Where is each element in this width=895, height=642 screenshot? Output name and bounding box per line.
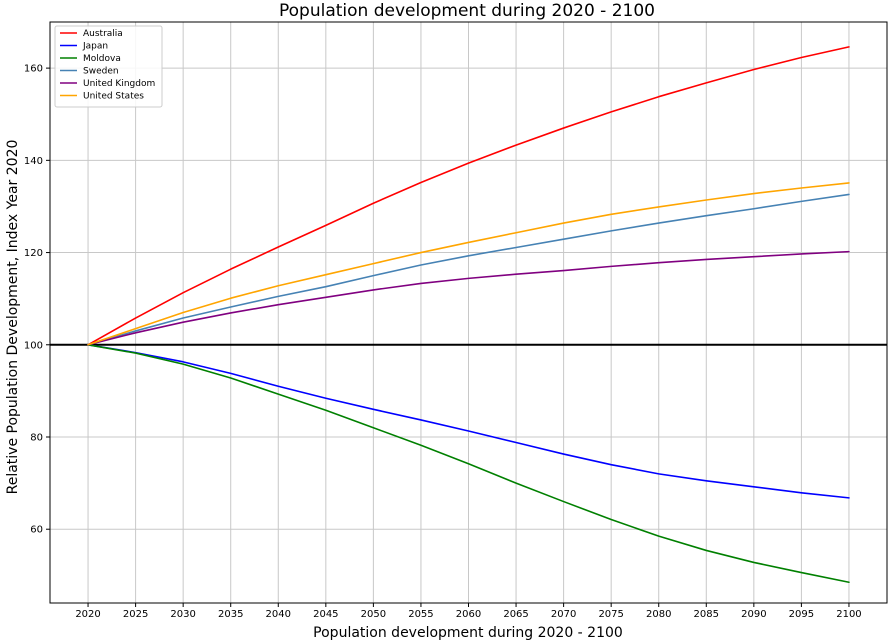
x-tick-label: 2020 xyxy=(75,609,100,620)
series-line-united-kingdom xyxy=(87,250,850,346)
series-lines xyxy=(87,46,850,584)
x-tick-label: 2075 xyxy=(598,609,623,620)
series-line-japan xyxy=(87,343,850,499)
x-tick-label: 2100 xyxy=(836,609,861,620)
series-line-moldova xyxy=(87,343,850,584)
y-axis-label: Relative Population Development, Index Y… xyxy=(5,140,21,495)
legend-box xyxy=(54,25,163,108)
legend: Australia Japan Moldova Sweden United Kingdo… xyxy=(54,25,163,108)
x-tick-label: 2060 xyxy=(456,609,481,620)
x-tick-label: 2025 xyxy=(123,609,148,620)
x-tick-label: 2045 xyxy=(313,609,338,620)
x-tick-label: 2080 xyxy=(646,609,671,620)
y-tick-label: 100 xyxy=(24,340,43,351)
y-tick-label: 120 xyxy=(24,248,43,259)
x-tick-label: 2070 xyxy=(551,609,576,620)
x-tick-label: 2055 xyxy=(408,609,433,620)
series-line-australia xyxy=(87,46,850,346)
legend-entry: Moldova xyxy=(83,54,121,64)
x-axis-ticks: 2020 2025 2030 2035 2040 2045 2050 2055 2060 2065… xyxy=(75,603,862,620)
x-tick-label: 2040 xyxy=(266,609,291,620)
x-tick-label: 2065 xyxy=(503,609,528,620)
legend-entry: Sweden xyxy=(83,67,119,77)
y-axis-ticks: 60 80 100 120 140 160 xyxy=(24,64,50,536)
y-tick-label: 60 xyxy=(30,525,43,536)
legend-entry: Japan xyxy=(82,42,108,52)
y-tick-label: 140 xyxy=(24,156,43,167)
x-tick-label: 2035 xyxy=(218,609,243,620)
x-axis-label: Population development during 2020 - 210… xyxy=(313,625,623,641)
x-tick-label: 2030 xyxy=(170,609,195,620)
x-tick-label: 2050 xyxy=(361,609,386,620)
series-line-united-states xyxy=(87,182,850,346)
legend-entry: United States xyxy=(83,92,144,102)
y-tick-label: 80 xyxy=(30,433,43,444)
series-line-sweden xyxy=(87,193,850,346)
x-tick-label: 2085 xyxy=(694,609,719,620)
chart-title: Population development during 2020 - 210… xyxy=(279,1,655,21)
legend-entry: Australia xyxy=(83,29,123,39)
x-tick-label: 2090 xyxy=(741,609,766,620)
y-tick-label: 160 xyxy=(24,64,43,75)
x-tick-label: 2095 xyxy=(789,609,814,620)
legend-entry: United Kingdom xyxy=(83,79,155,89)
